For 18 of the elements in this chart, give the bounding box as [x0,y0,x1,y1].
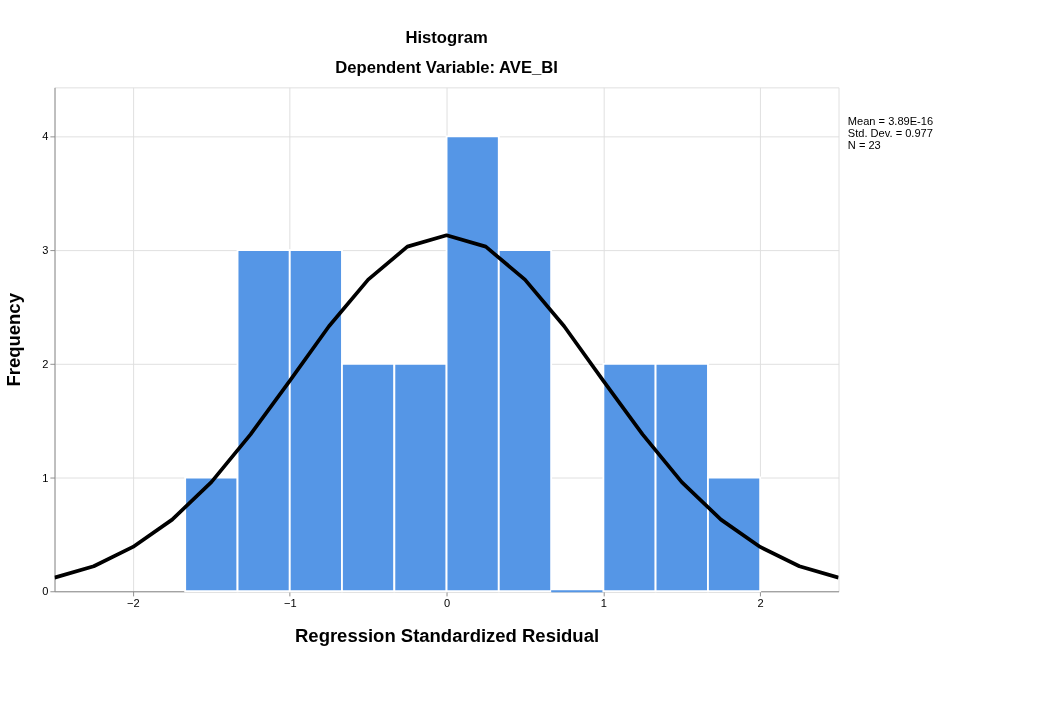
x-axis-title: Regression Standardized Residual [295,624,600,646]
x-tick-label: −2 [127,596,140,609]
text: N = 23 [847,139,881,152]
y-tick-label: 2 [42,357,49,370]
y-tick-label: 1 [42,471,49,484]
y-tick-label: 4 [42,130,49,143]
y-tick-label: 3 [42,244,49,257]
x-tick-label: 2 [757,596,764,609]
chart-title: Histogram [405,28,488,48]
line-series [54,233,839,580]
x-tick-label: 0 [443,596,451,609]
x-tick-label: 1 [600,596,607,609]
text: Mean = 3.89E-16 [847,115,934,128]
chart-subtitle: Dependent Variable: AVE_BI [335,57,558,77]
text: Std. Dev. = 0.977 [847,127,933,140]
x-tick-label: −1 [283,596,297,609]
y-axis-title: Frequency [3,292,25,387]
y-tick-label: 0 [42,585,49,598]
